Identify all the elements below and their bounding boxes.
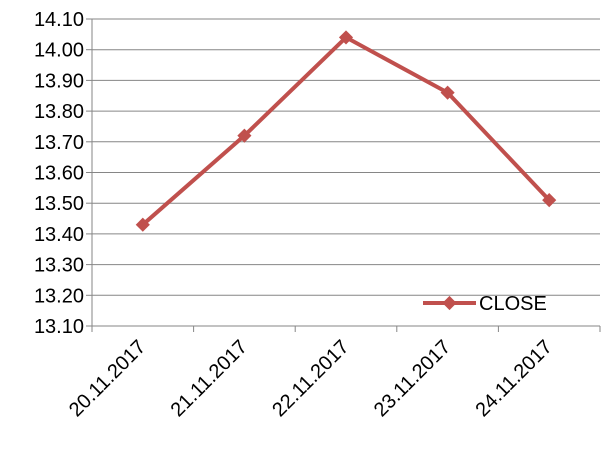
x-tick-label: 22.11.2017	[268, 336, 353, 421]
y-axis-ticks: 13.10 13.20 13.30 13.40 13.50 13.60 13.70 13.80…	[34, 9, 92, 338]
data-point-close	[338, 30, 354, 45]
y-tick-label: 13.20	[34, 285, 84, 307]
y-tick-label: 13.50	[34, 193, 84, 215]
y-tick-label: 13.30	[34, 255, 84, 277]
y-tick-label: 13.80	[34, 101, 84, 123]
legend: CLOSE	[423, 293, 547, 315]
gridlines	[92, 18, 600, 296]
x-tick-label: 24.11.2017	[471, 336, 556, 421]
series-close	[135, 30, 557, 232]
y-tick-label: 13.90	[34, 70, 84, 92]
y-tick-label: 13.10	[34, 316, 84, 338]
x-axis-ticks: 20.11.2017 21.11.2017 22.11.2017 23.11.2017…	[65, 326, 601, 421]
legend-marker-close	[442, 295, 457, 311]
x-tick-label: 21.11.2017	[167, 336, 252, 421]
data-point-close	[440, 85, 455, 100]
data-point-close	[542, 193, 557, 208]
series-line-close	[141, 35, 551, 227]
data-point-close	[135, 217, 150, 232]
legend-label-close: CLOSE	[479, 293, 547, 315]
x-tick-label: 20.11.2017	[65, 336, 150, 421]
y-tick-label: 14.00	[34, 40, 84, 62]
y-tick-label: 13.60	[34, 163, 84, 185]
x-tick-label: 23.11.2017	[370, 336, 455, 421]
y-tick-label: 13.70	[34, 132, 84, 154]
y-tick-label: 13.40	[34, 224, 84, 246]
y-tick-label: 14.10	[34, 9, 84, 31]
data-point-close	[237, 128, 252, 143]
